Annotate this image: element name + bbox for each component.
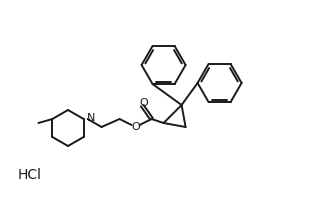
Text: O: O: [139, 98, 148, 108]
Text: O: O: [131, 122, 140, 132]
Text: HCl: HCl: [18, 168, 42, 182]
Text: N: N: [86, 113, 95, 123]
